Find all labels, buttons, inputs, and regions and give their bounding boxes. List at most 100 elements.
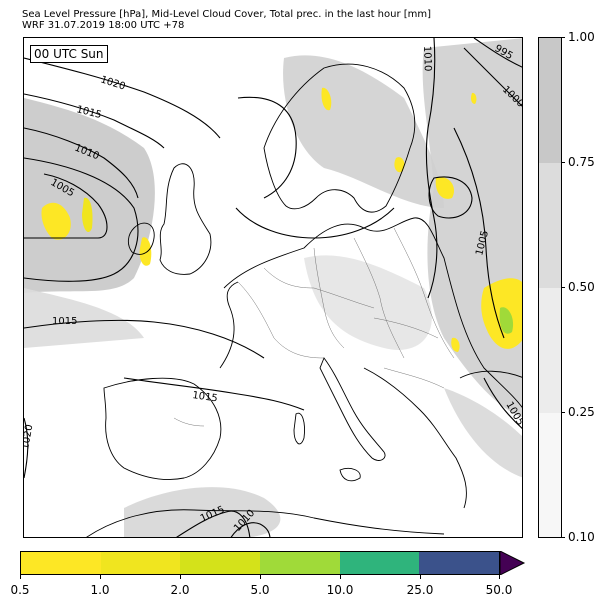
precip-cell (471, 92, 477, 104)
precip-colorbar-label: 10.0 (326, 583, 354, 597)
isobar-1015-northwest (24, 93, 165, 149)
border (173, 417, 205, 427)
cloud-cover-band (539, 163, 561, 288)
isobar-1005-southeast (483, 377, 522, 429)
precip-colorbar-tick (260, 575, 261, 579)
precip-colorbar-tick (20, 575, 21, 579)
border (393, 227, 455, 359)
isobar-low-pl (428, 176, 473, 219)
isobar-1015-iberia (123, 377, 305, 411)
precip-colorbar-label: 5.0 (250, 583, 270, 597)
isobar-label: 1020 (24, 424, 35, 451)
isobar-1005-low (24, 173, 108, 239)
cloud-cover-band (539, 413, 561, 537)
cloud-area-balkan (444, 388, 522, 478)
coastline-black-sea (459, 370, 522, 379)
cloud-area-north-africa (124, 487, 281, 537)
cloud-colorbar-tick (561, 412, 565, 413)
precip-band (260, 552, 340, 574)
isobar-1020-west (24, 417, 29, 479)
border (353, 237, 405, 359)
weather-map: 1020 1015 1010 1005 1015 1015 1015 1010 … (23, 37, 523, 538)
cloud-colorbar-tick (561, 162, 565, 163)
borders-layer (173, 227, 455, 427)
map-title-line2: WRF 31.07.2019 18:00 UTC +78 (22, 20, 185, 31)
cloud-cover-colorbar (538, 37, 562, 538)
isobar-central (235, 207, 395, 239)
isobar-label: 1010 (421, 46, 433, 72)
precip-extend-arrow (500, 551, 526, 575)
coastline-ireland (127, 222, 155, 255)
cloud-colorbar-tick (561, 287, 565, 288)
coastline-iberia (103, 377, 222, 480)
precip-band (180, 552, 261, 574)
border (383, 367, 445, 389)
isobar-1000-northeast (463, 47, 522, 107)
isobar-1010-africa (230, 522, 271, 537)
map-title-line1: Sea Level Pressure [hPa], Mid-Level Clou… (22, 9, 432, 20)
precip-cell (41, 202, 71, 240)
precip-colorbar-label: 25.0 (406, 583, 434, 597)
isobar-label: 1015 (192, 390, 219, 404)
cloud-area-scandinavia (283, 55, 444, 208)
precip-band (100, 552, 181, 574)
border (373, 317, 439, 339)
cloud-colorbar-label: 1.00 (568, 30, 595, 44)
precip-colorbar-label: 2.0 (170, 583, 190, 597)
cloud-cover-band (539, 288, 561, 413)
cloud-colorbar-label: 0.10 (568, 530, 595, 544)
precip-colorbar-tick (100, 575, 101, 579)
isobar-layer (24, 38, 522, 537)
precip-colorbar-label: 0.5 (10, 583, 30, 597)
coastline-balkans (363, 367, 467, 509)
coastline-italy (319, 357, 386, 461)
isobar-label: 1015 (52, 316, 77, 327)
coastline-continent (223, 217, 522, 408)
cloud-cover-band (539, 38, 561, 163)
isobar-label: 1020 (99, 74, 127, 92)
precip-cell (451, 337, 460, 352)
precip-cell (499, 307, 514, 334)
precip-colorbar-label: 50.0 (485, 583, 513, 597)
cloud-colorbar-label: 0.25 (568, 405, 595, 419)
valid-time-label: 00 UTC Sun (30, 45, 108, 63)
isobar-1015-atlantic (24, 319, 265, 359)
precip-cell (435, 177, 455, 199)
precip-colorbar-tick (340, 575, 341, 579)
coastline-north-africa (86, 509, 445, 537)
precip-colorbar-tick (420, 575, 421, 579)
coastline-scandinavia (263, 63, 416, 213)
isobar-1010-northwest (24, 127, 139, 199)
precip-cell (394, 157, 405, 173)
border (263, 267, 375, 309)
isobar-1010-north (425, 38, 438, 299)
cloud-area-atlantic-light (24, 288, 144, 348)
precip-colorbar-label: 1.0 (90, 583, 110, 597)
isobar-1005-east (453, 127, 505, 339)
border (237, 281, 325, 359)
precip-cell (82, 197, 93, 233)
precip-band (21, 552, 101, 574)
precip-cell (321, 87, 332, 111)
cloud-colorbar-tick (561, 537, 565, 538)
coastline-france (219, 281, 239, 369)
isobar-1020-northwest (24, 57, 221, 139)
border (313, 247, 345, 349)
coastline-layer (86, 63, 522, 537)
cloud-colorbar-label: 0.75 (568, 155, 595, 169)
cloud-colorbar-tick (561, 37, 565, 38)
cloud-colorbar-label: 0.50 (568, 280, 595, 294)
isobar-outer-low (24, 157, 139, 282)
map-canvas: 1020 1015 1010 1005 1015 1015 1015 1010 … (24, 38, 522, 537)
precipitation-colorbar (20, 551, 500, 575)
isobar-central-high (237, 96, 297, 199)
precip-colorbar-tick (180, 575, 181, 579)
precip-cell (139, 237, 152, 266)
coastline-corsica-sardinia (293, 412, 305, 445)
precip-colorbar-tick (499, 575, 500, 579)
coastline-british-isles (159, 163, 212, 275)
coastline-sicily (339, 467, 361, 482)
precip-band (419, 552, 500, 574)
isobar-995-northeast (473, 38, 522, 68)
cloud-area-central (304, 255, 432, 350)
